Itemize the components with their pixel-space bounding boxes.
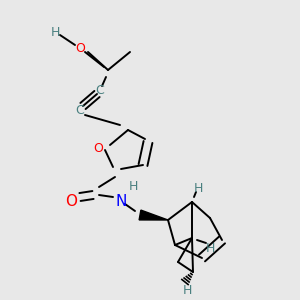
- Text: O: O: [75, 41, 85, 55]
- Text: H: H: [128, 181, 138, 194]
- Text: H: H: [193, 182, 203, 194]
- Text: C: C: [76, 103, 84, 116]
- Polygon shape: [139, 210, 168, 220]
- Text: C: C: [96, 83, 104, 97]
- Text: H: H: [50, 26, 60, 38]
- Text: O: O: [65, 194, 77, 209]
- Text: H: H: [205, 242, 215, 254]
- Text: H: H: [182, 284, 192, 296]
- Text: O: O: [93, 142, 103, 154]
- Text: N: N: [115, 194, 127, 209]
